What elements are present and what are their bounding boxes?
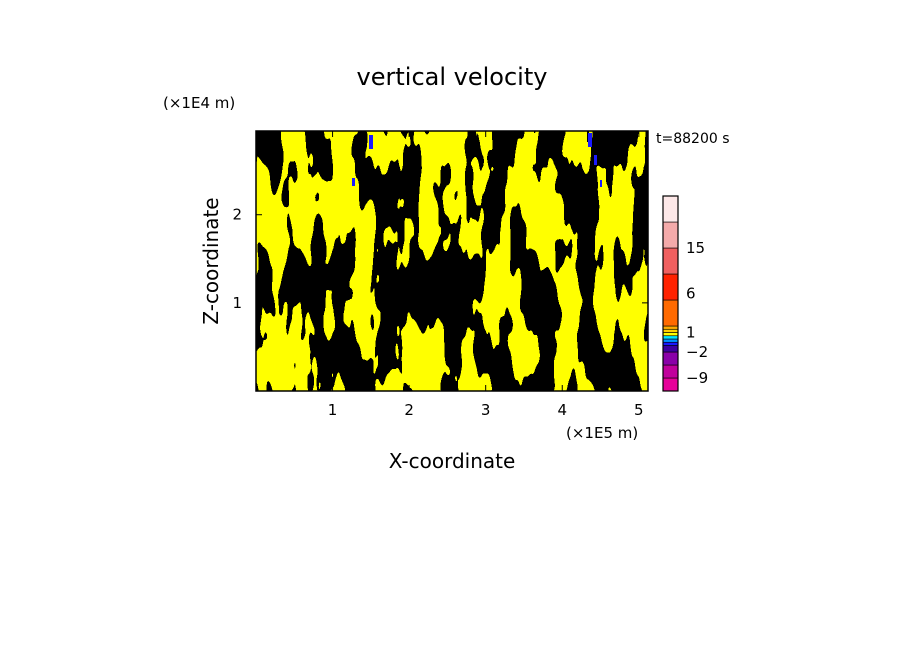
y-tick-label: 2 xyxy=(232,206,242,224)
plot-frame xyxy=(255,130,649,392)
colorbar-label: 1 xyxy=(686,324,696,342)
colorbar-band xyxy=(662,335,679,340)
colorbar-band xyxy=(662,325,679,330)
field-negative-region xyxy=(256,131,648,391)
colorbar-band xyxy=(662,341,679,346)
colorbar-label: −2 xyxy=(686,343,708,361)
y-tick-label: 1 xyxy=(232,294,242,312)
colorbar: 15 6 1−2 −9 xyxy=(662,195,708,392)
x-axis-label: X-coordinate xyxy=(389,449,516,473)
colorbar-band xyxy=(662,364,679,379)
y-axis: 12 xyxy=(232,206,648,312)
field-cell xyxy=(600,180,602,187)
field-cell xyxy=(588,133,592,147)
x-tick-label: 1 xyxy=(328,401,338,419)
colorbar-band xyxy=(662,332,679,337)
field-cell xyxy=(352,178,355,186)
colorbar-band xyxy=(662,351,679,366)
x-tick-label: 4 xyxy=(557,401,567,419)
colorbar-band xyxy=(662,345,679,353)
x-axis: 1 2 3 4 5 xyxy=(328,131,644,419)
colorbar-label: −9 xyxy=(686,369,708,387)
x-tick-label: 2 xyxy=(404,401,414,419)
colorbar-frame xyxy=(662,195,679,392)
colorbar-band xyxy=(662,377,679,392)
x-tick-label: 5 xyxy=(634,401,644,419)
x-tick-label: 3 xyxy=(481,401,491,419)
colorbar-band xyxy=(662,195,679,223)
colorbar-band xyxy=(662,247,679,275)
colorbar-label: 6 xyxy=(686,285,696,303)
chart-title: vertical velocity xyxy=(357,63,548,91)
colorbar-band xyxy=(662,221,679,249)
colorbar-band xyxy=(662,338,679,343)
x-unit-label: (×1E5 m) xyxy=(566,424,638,442)
field-cell xyxy=(369,135,373,149)
y-axis-label: Z-coordinate xyxy=(199,197,223,324)
field-cell xyxy=(594,155,597,165)
y-unit-label: (×1E4 m) xyxy=(163,94,235,112)
colorbar-label: 15 xyxy=(686,239,705,257)
colorbar-band xyxy=(662,273,679,301)
time-label: t=88200 s xyxy=(656,131,730,147)
colorbar-band xyxy=(662,299,679,327)
colorbar-band xyxy=(662,328,679,333)
contour-field xyxy=(256,131,648,391)
